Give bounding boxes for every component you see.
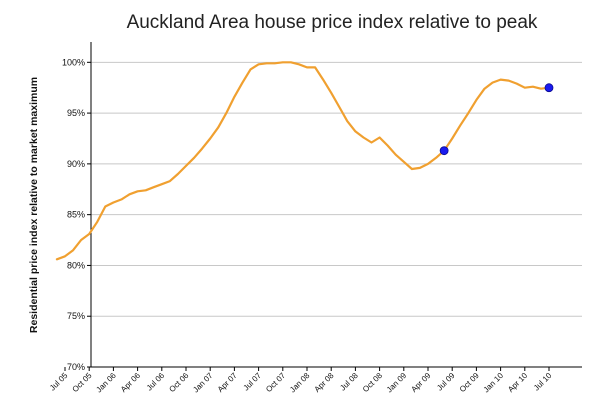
x-tick-label: Apr 07 <box>216 371 239 394</box>
y-tick-label: 95% <box>67 108 85 118</box>
x-tick-label: Jan 08 <box>288 371 312 395</box>
series-group <box>55 61 551 261</box>
y-tick-label: 100% <box>62 57 85 67</box>
x-tick-label: Jan 06 <box>94 371 118 395</box>
x-tick-label: Jan 09 <box>385 371 409 395</box>
x-tick-label: Apr 08 <box>313 371 336 394</box>
y-axis-ticks: 70% 75% 80% 85% 90% 95% 100% <box>62 57 91 372</box>
x-tick-label: Jan 10 <box>482 371 506 395</box>
data-point-marker <box>544 83 554 93</box>
x-tick-label: Oct 06 <box>167 371 190 394</box>
x-tick-label: Apr 06 <box>119 371 142 394</box>
y-tick-label: 90% <box>67 159 85 169</box>
x-tick-label: Jul 08 <box>338 371 360 393</box>
x-tick-label: Jul 09 <box>435 371 457 393</box>
series-line <box>55 61 551 261</box>
y-tick-label: 75% <box>67 311 85 321</box>
axes <box>90 42 582 368</box>
gridlines <box>91 61 582 317</box>
x-tick-label: Jan 07 <box>191 371 215 395</box>
x-tick-label: Oct 08 <box>361 371 384 394</box>
x-tick-label: Jul 10 <box>532 371 554 393</box>
y-tick-label: 85% <box>67 210 85 220</box>
y-axis-label: Residential price index relative to mark… <box>28 77 40 333</box>
chart-title: Auckland Area house price index relative… <box>127 12 538 33</box>
x-tick-label: Apr 10 <box>506 371 529 394</box>
x-tick-label: Oct 09 <box>458 371 481 394</box>
x-axis-ticks: Jul 05 Oct 05 Jan 06 Apr 06 Jul 06 Oct 06 Jan … <box>48 367 554 394</box>
x-tick-label: Apr 09 <box>409 371 432 394</box>
x-tick-label: Oct 05 <box>71 371 94 394</box>
y-tick-label: 80% <box>67 260 85 270</box>
markers-group <box>439 83 554 156</box>
x-tick-label: Jul 06 <box>145 371 167 393</box>
y-tick-label: 70% <box>67 362 85 372</box>
x-tick-label: Jul 05 <box>48 371 70 393</box>
data-point-marker <box>439 146 449 156</box>
x-tick-label: Jul 07 <box>242 371 264 393</box>
x-tick-label: Oct 07 <box>264 371 287 394</box>
